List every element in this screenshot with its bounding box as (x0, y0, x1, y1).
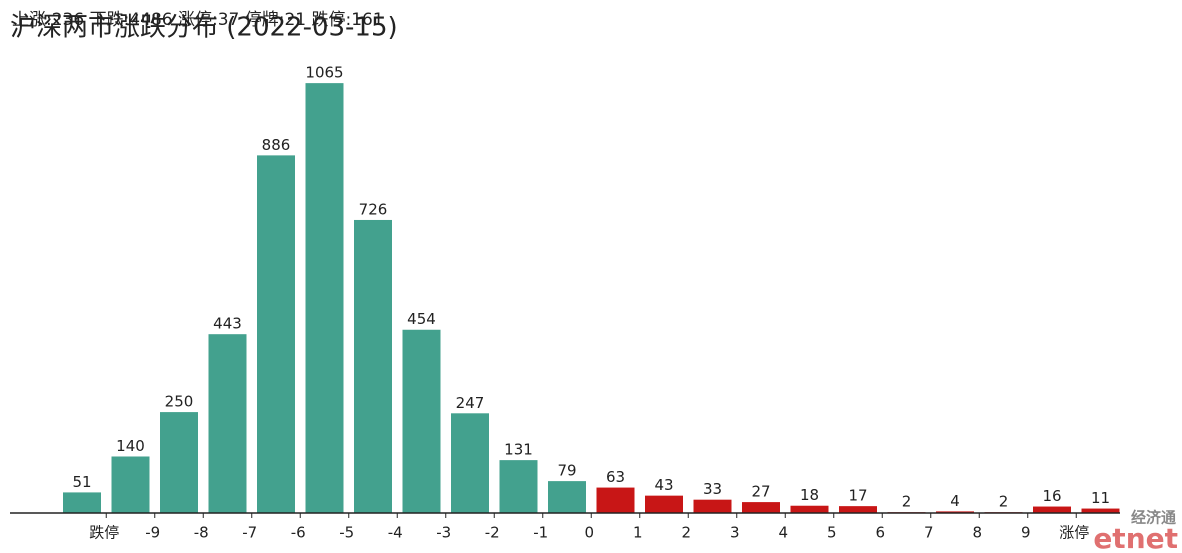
x-tick-label: -5 (339, 524, 354, 542)
value-label: 1065 (305, 64, 343, 82)
bar (596, 487, 635, 513)
value-label: 454 (407, 310, 436, 328)
value-label: 11 (1091, 489, 1110, 507)
bar (936, 511, 974, 513)
value-label: 16 (1042, 487, 1061, 505)
x-tick-label: -2 (485, 524, 500, 542)
value-label: 79 (557, 462, 576, 480)
bar (1081, 508, 1120, 513)
x-tick-label: -6 (291, 524, 306, 542)
x-tick-label: 6 (875, 524, 885, 542)
x-tick-label: 1 (633, 524, 643, 542)
value-label: 250 (165, 393, 194, 411)
x-tick-label: 2 (681, 524, 691, 542)
value-label: 4 (950, 492, 960, 510)
x-tick-label: -1 (533, 524, 548, 542)
value-label: 27 (751, 483, 770, 501)
value-label: 131 (504, 441, 533, 459)
bar (790, 505, 829, 513)
bar (354, 219, 392, 513)
bar (257, 155, 295, 514)
watermark-cn: 经济通 (1131, 509, 1176, 527)
value-label: 2 (999, 493, 1009, 511)
x-tick-label: 涨停 (1059, 524, 1089, 542)
value-label: 2 (902, 493, 912, 511)
value-label: 63 (606, 468, 625, 486)
x-tick-label: 3 (730, 524, 740, 542)
value-label: 247 (456, 394, 485, 412)
chart-subtitle: 上涨:236 下跌:4486 涨停:37 停牌:21 跌停:161 (12, 10, 384, 30)
value-label: 51 (72, 473, 91, 491)
bar (645, 495, 683, 513)
value-label: 43 (654, 476, 673, 494)
value-label: 443 (213, 315, 242, 333)
value-label: 886 (262, 136, 291, 154)
x-tick-label: 跌停 (89, 524, 119, 542)
bar (693, 499, 732, 513)
x-tick-label: 0 (584, 524, 594, 542)
x-tick-label: 4 (778, 524, 788, 542)
value-label: 18 (800, 486, 819, 504)
bar (305, 83, 344, 514)
value-label: 140 (116, 437, 145, 455)
value-label: 33 (703, 480, 722, 498)
bar (160, 412, 198, 513)
x-tick-label: -9 (145, 524, 160, 542)
bar (451, 413, 489, 513)
value-label: 17 (848, 487, 867, 505)
bar (111, 456, 150, 513)
bar (1033, 506, 1071, 513)
bar (402, 329, 441, 513)
x-tick-label: -4 (388, 524, 403, 542)
x-tick-label: 8 (972, 524, 982, 542)
value-label: 726 (359, 200, 388, 218)
x-tick-label: 5 (827, 524, 837, 542)
bar (63, 492, 101, 513)
x-tick-label: 7 (924, 524, 934, 542)
watermark-en: etnet (1093, 522, 1178, 553)
x-tick-label: -3 (436, 524, 451, 542)
chart-title: 沪深两市涨跌分布 (2022-03-15) (10, 13, 398, 43)
x-tick-label: 9 (1021, 524, 1031, 542)
x-tick-label: -7 (242, 524, 257, 542)
bar (742, 502, 780, 513)
bar (499, 460, 538, 513)
bar (208, 334, 247, 513)
bar (839, 506, 877, 513)
x-tick-label: -8 (194, 524, 209, 542)
bar (548, 481, 586, 513)
